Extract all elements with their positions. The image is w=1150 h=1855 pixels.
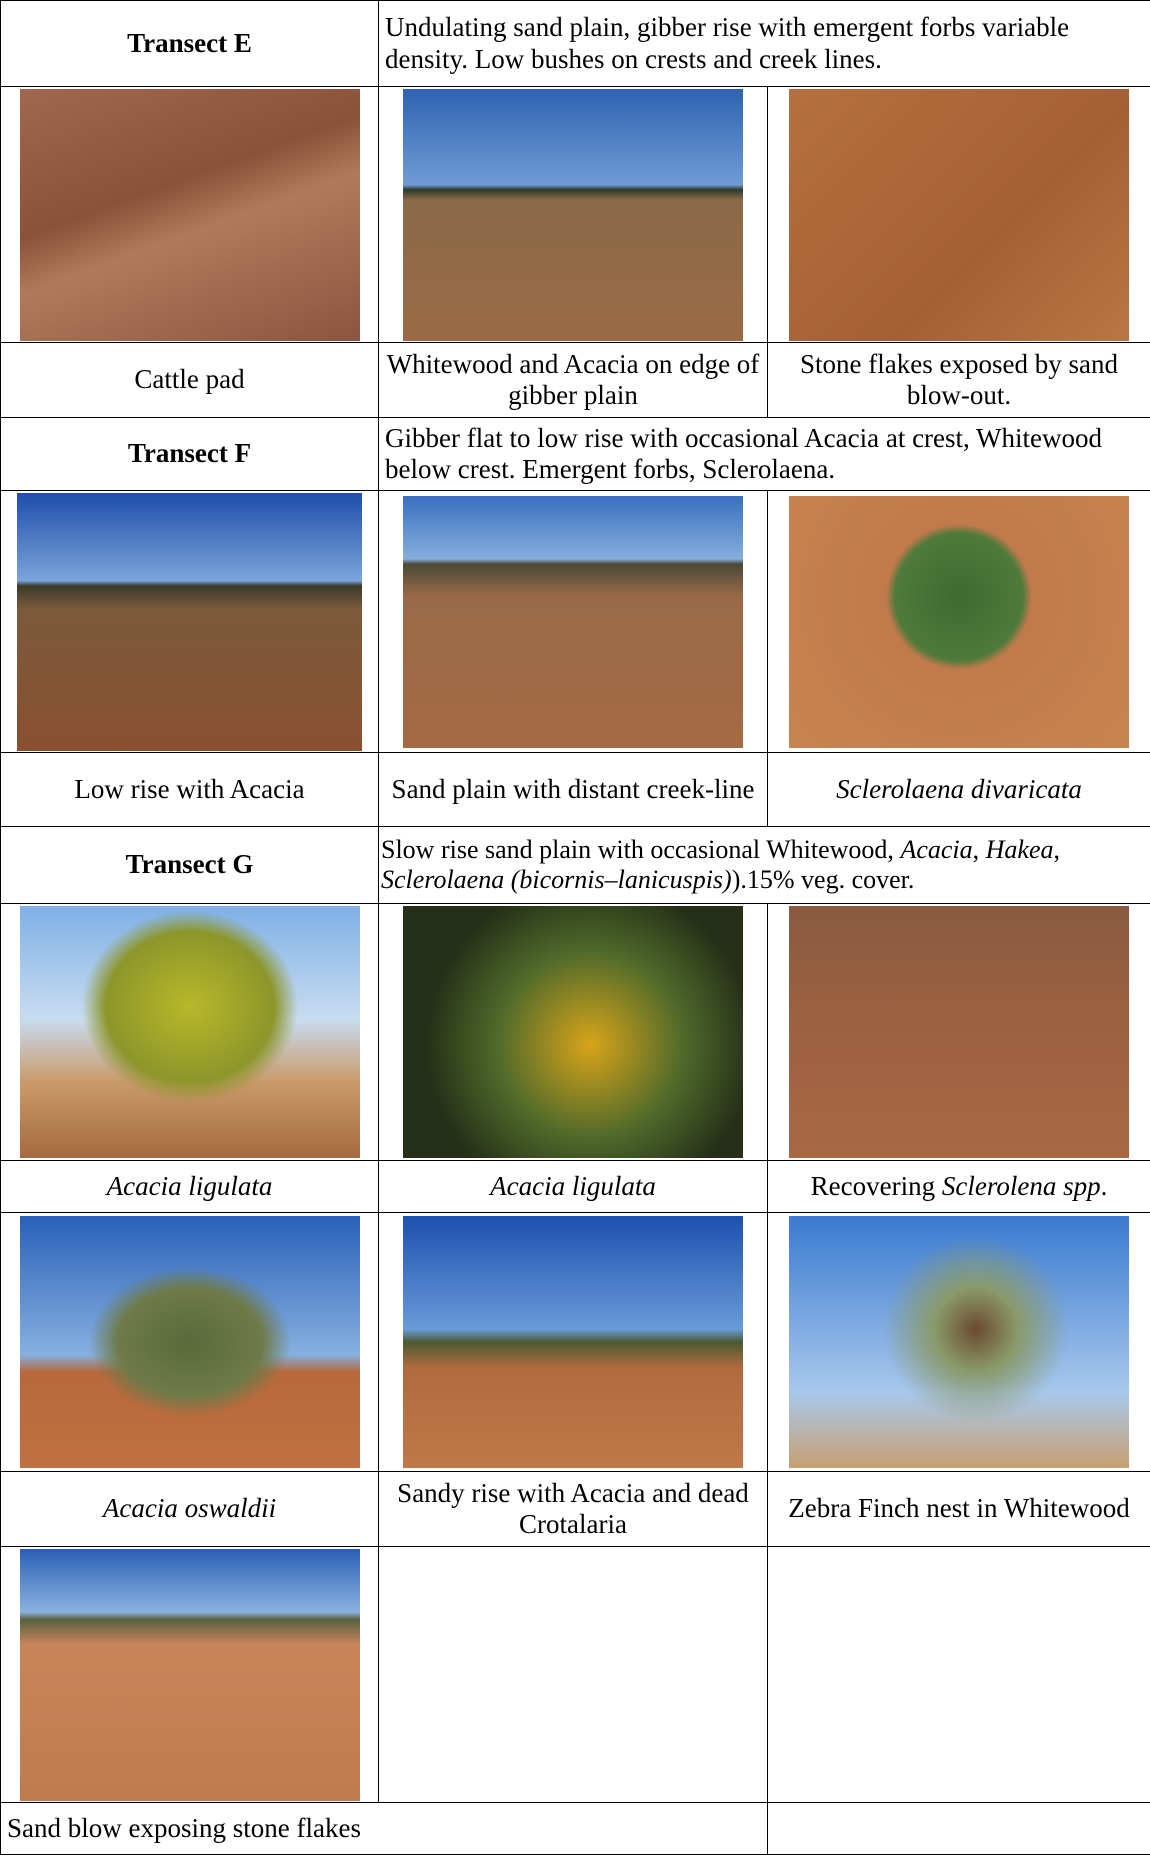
caption: Acacia oswaldii xyxy=(1,1472,379,1547)
text: Acacia xyxy=(900,835,972,864)
description: Slow rise sand plain with occasional Whi… xyxy=(379,827,1150,904)
text: Low rise with Acacia xyxy=(74,774,304,804)
text: Sandy rise with Acacia and dead Crotalar… xyxy=(397,1478,749,1539)
photo xyxy=(403,906,743,1158)
text: Undulating sand plain, gibber rise with … xyxy=(385,12,1069,73)
description: Gibber flat to low rise with occasional … xyxy=(379,418,1150,491)
text: Gibber flat to low rise with occasional … xyxy=(385,423,1102,484)
transect-title: Transect E xyxy=(1,1,379,87)
photo-row xyxy=(1,1547,1150,1803)
caption-row: Acacia oswaldii Sandy rise with Acacia a… xyxy=(1,1472,1150,1547)
text: Recovering xyxy=(811,1171,942,1201)
text: Sand plain with distant creek-line xyxy=(392,774,755,804)
text: Cattle pad xyxy=(134,364,244,394)
text: Sclerolena spp xyxy=(942,1171,1101,1201)
caption: Sclerolaena divaricata xyxy=(768,753,1150,827)
text: Zebra Finch nest in Whitewood xyxy=(788,1493,1129,1523)
caption: Sand blow exposing stone flakes xyxy=(1,1803,768,1855)
text: Sclerolaena (bicornis–lanicuspis) xyxy=(381,865,732,894)
text: Hakea xyxy=(986,835,1054,864)
caption: Zebra Finch nest in Whitewood xyxy=(768,1472,1150,1547)
text: Sand blow exposing stone flakes xyxy=(7,1813,361,1843)
description: Undulating sand plain, gibber rise with … xyxy=(379,1,1150,87)
caption: Acacia ligulata xyxy=(1,1161,379,1213)
caption: Cattle pad xyxy=(1,343,379,418)
text: Stone flakes exposed by sand blow-out. xyxy=(800,349,1118,410)
text: Acacia oswaldii xyxy=(103,1493,276,1523)
header-row: Transect E Undulating sand plain, gibber… xyxy=(1,1,1150,87)
photo xyxy=(20,89,360,341)
transect-title: Transect G xyxy=(1,827,379,904)
caption: Recovering Sclerolena spp. xyxy=(768,1161,1150,1213)
text: Acacia ligulata xyxy=(107,1171,273,1201)
header-row: Transect F Gibber flat to low rise with … xyxy=(1,418,1150,491)
text: Whitewood and Acacia on edge of gibber p… xyxy=(387,349,760,410)
photo xyxy=(20,1216,360,1468)
photo-row xyxy=(1,491,1150,753)
caption-row: Acacia ligulata Acacia ligulata Recoveri… xyxy=(1,1161,1150,1213)
caption: Stone flakes exposed by sand blow-out. xyxy=(768,343,1150,418)
photo-row xyxy=(1,904,1150,1161)
caption: Sand plain with distant creek-line xyxy=(379,753,768,827)
caption-row: Cattle pad Whitewood and Acacia on edge … xyxy=(1,343,1150,418)
text: Acacia ligulata xyxy=(490,1171,656,1201)
text: Sclerolaena divaricata xyxy=(836,774,1082,804)
photo xyxy=(403,1216,743,1468)
caption: Low rise with Acacia xyxy=(1,753,379,827)
caption: Sandy rise with Acacia and dead Crotalar… xyxy=(379,1472,768,1547)
photo xyxy=(789,496,1129,748)
transect-title: Transect F xyxy=(1,418,379,491)
photo-row xyxy=(1,1213,1150,1472)
photo xyxy=(789,906,1129,1158)
photo xyxy=(17,493,362,751)
caption-row: Low rise with Acacia Sand plain with dis… xyxy=(1,753,1150,827)
photo-row xyxy=(1,87,1150,343)
text: . xyxy=(1101,1171,1108,1201)
photo xyxy=(403,496,743,748)
photo xyxy=(403,89,743,341)
caption: Whitewood and Acacia on edge of gibber p… xyxy=(379,343,768,418)
photo xyxy=(789,89,1129,341)
photo xyxy=(20,1549,360,1801)
photo xyxy=(20,906,360,1158)
header-row: Transect G Slow rise sand plain with occ… xyxy=(1,827,1150,904)
text: Slow rise sand plain with occasional Whi… xyxy=(381,835,900,864)
text: , xyxy=(1053,835,1060,864)
photo xyxy=(789,1216,1129,1468)
text: , xyxy=(973,835,986,864)
caption: Acacia ligulata xyxy=(379,1161,768,1213)
caption-row: Sand blow exposing stone flakes xyxy=(1,1803,1150,1855)
text: ).15% veg. cover. xyxy=(732,865,915,894)
